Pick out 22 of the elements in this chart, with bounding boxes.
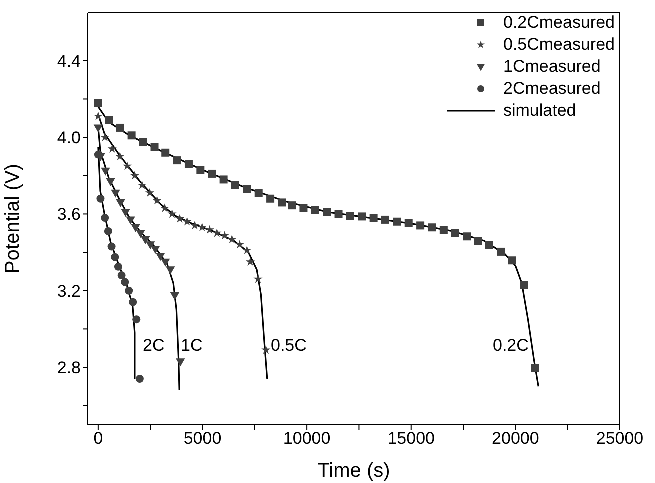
y-tick-label: 3.2 [57, 282, 81, 301]
y-tick-label: 4.4 [57, 52, 81, 71]
x-tick-label: 15000 [388, 429, 436, 448]
annotation: 1C [181, 336, 203, 356]
annotation: 2C [143, 336, 165, 356]
x-axis-title: Time (s) [318, 460, 390, 482]
annotation: 0.5C [271, 336, 307, 356]
x-tick-label: 20000 [492, 429, 540, 448]
legend-label: 0.5Cmeasured [503, 34, 615, 56]
annotation: 0.2C [493, 336, 529, 356]
y-tick-label: 2.8 [57, 358, 81, 378]
y-tick-label: 3.6 [57, 205, 81, 224]
x-tick-label: 10000 [283, 429, 331, 448]
x-tick-label: 25000 [596, 429, 644, 448]
legend-label: 0.2Cmeasured [503, 12, 615, 34]
y-tick-label: 4.0 [57, 128, 81, 148]
y-axis-title: Potential (V) [2, 164, 24, 274]
legend-label: 2Cmeasured [503, 78, 601, 100]
x-tick-label: 0 [94, 429, 104, 448]
legend-label: simulated [503, 100, 576, 122]
legend-label: 1Cmeasured [503, 56, 601, 78]
x-tick-label: 5000 [184, 429, 222, 448]
